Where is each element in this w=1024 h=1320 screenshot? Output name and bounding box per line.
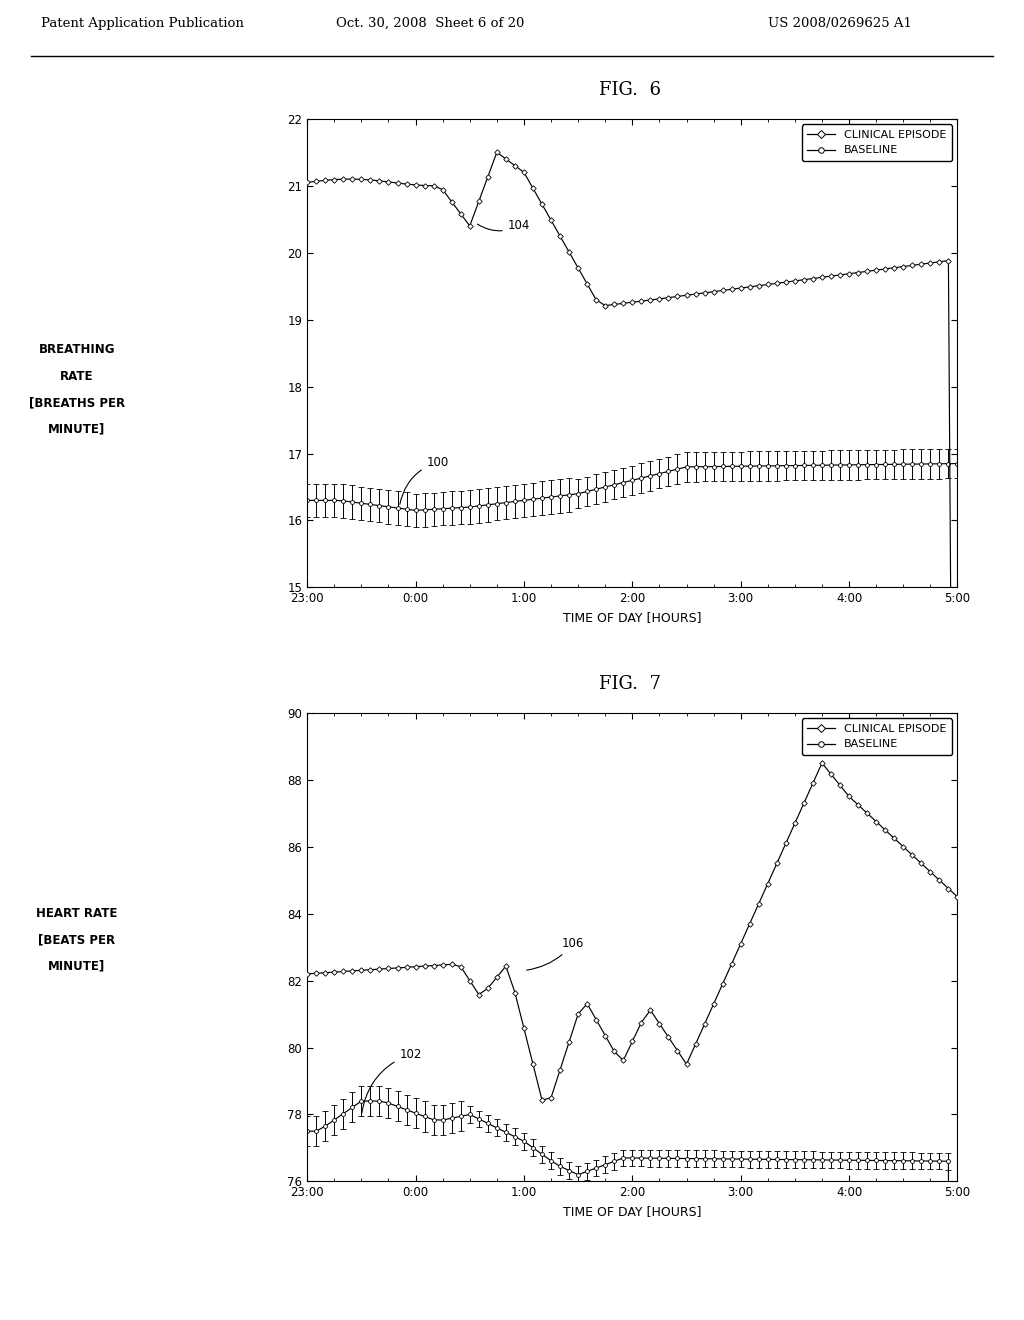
Text: Patent Application Publication: Patent Application Publication bbox=[41, 17, 244, 30]
X-axis label: TIME OF DAY [HOURS]: TIME OF DAY [HOURS] bbox=[563, 1205, 701, 1218]
Legend: CLINICAL EPISODE, BASELINE: CLINICAL EPISODE, BASELINE bbox=[802, 124, 952, 161]
Text: 106: 106 bbox=[526, 937, 585, 970]
Text: [BREATHS PER: [BREATHS PER bbox=[29, 396, 125, 409]
Text: 102: 102 bbox=[361, 1048, 422, 1113]
Text: BREATHING: BREATHING bbox=[39, 343, 115, 356]
Legend: CLINICAL EPISODE, BASELINE: CLINICAL EPISODE, BASELINE bbox=[802, 718, 952, 755]
Text: FIG.  6: FIG. 6 bbox=[599, 81, 660, 99]
X-axis label: TIME OF DAY [HOURS]: TIME OF DAY [HOURS] bbox=[563, 611, 701, 624]
Text: HEART RATE: HEART RATE bbox=[36, 907, 118, 920]
Text: FIG.  7: FIG. 7 bbox=[599, 675, 660, 693]
Text: RATE: RATE bbox=[60, 370, 93, 383]
Text: 100: 100 bbox=[399, 455, 449, 504]
Text: MINUTE]: MINUTE] bbox=[48, 960, 105, 973]
Text: Oct. 30, 2008  Sheet 6 of 20: Oct. 30, 2008 Sheet 6 of 20 bbox=[336, 17, 524, 30]
Text: 104: 104 bbox=[477, 219, 530, 232]
Text: US 2008/0269625 A1: US 2008/0269625 A1 bbox=[768, 17, 911, 30]
Text: MINUTE]: MINUTE] bbox=[48, 422, 105, 436]
Text: [BEATS PER: [BEATS PER bbox=[38, 933, 116, 946]
